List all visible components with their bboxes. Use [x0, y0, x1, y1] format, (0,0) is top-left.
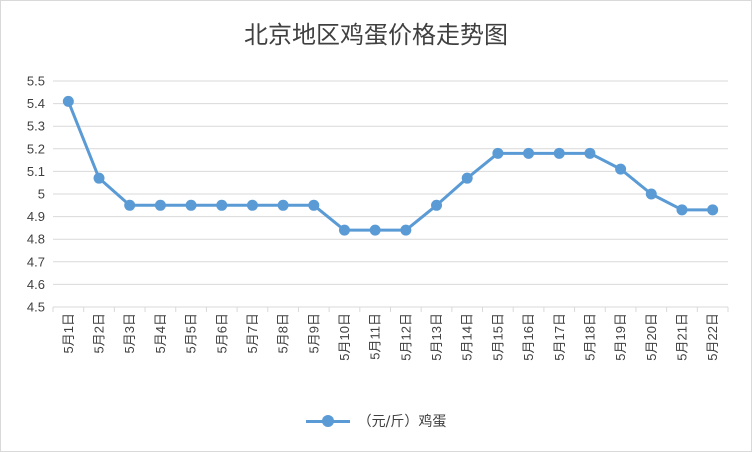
x-tick-label: 5月17日 [552, 313, 567, 361]
data-point [154, 199, 166, 211]
data-point [645, 188, 657, 200]
data-point [338, 224, 350, 236]
data-point [615, 163, 627, 175]
data-point [308, 199, 320, 211]
x-tick-label: 5月4日 [153, 313, 168, 353]
x-tick-label: 5月16日 [521, 313, 536, 361]
data-point [369, 224, 381, 236]
x-tick-label: 5月10日 [337, 313, 352, 361]
data-point [431, 199, 443, 211]
data-point [584, 147, 596, 159]
legend-series-label: （元/斤）鸡蛋 [357, 414, 447, 430]
x-tick-label: 5月12日 [398, 313, 413, 361]
x-tick-label: 5月14日 [460, 313, 475, 361]
x-tick-label: 5月6日 [214, 313, 229, 353]
x-tick-label: 5月15日 [490, 313, 505, 361]
y-tick-label: 5.2 [27, 141, 45, 156]
data-point [400, 224, 412, 236]
x-tick-label: 5月2日 [92, 313, 107, 353]
data-point [707, 204, 719, 216]
y-tick-label: 4.8 [27, 232, 45, 247]
x-tick-label: 5月19日 [613, 313, 628, 361]
legend-series-marker [305, 415, 350, 427]
data-point [676, 204, 688, 216]
series-line [66, 99, 715, 232]
x-tick-label: 5月1日 [61, 313, 76, 353]
data-point [62, 95, 74, 107]
data-point [124, 199, 136, 211]
y-tick-label: 4.6 [27, 277, 45, 292]
data-point [523, 147, 535, 159]
data-point [216, 199, 228, 211]
chart-title: 北京地区鸡蛋价格走势图 [244, 21, 508, 49]
y-tick-label: 4.7 [27, 254, 45, 269]
x-tick-label: 5月5日 [184, 313, 199, 353]
line-chart: 4.5 4.6 4.7 4.8 4.9 5 5.1 5.2 5.3 5.4 5.5 5月1日 5月2日 5… [27, 74, 729, 361]
x-tick-label: 5月13日 [429, 313, 444, 361]
y-tick-label: 5.1 [27, 164, 45, 179]
data-point [461, 172, 473, 184]
y-tick-label: 5 [38, 187, 45, 202]
y-tick-label: 5.3 [27, 119, 45, 134]
data-point [492, 147, 504, 159]
data-point [277, 199, 289, 211]
x-tick-label: 5月3日 [122, 313, 137, 353]
data-point [246, 199, 258, 211]
x-tick-label: 5月11日 [368, 313, 383, 360]
legend: （元/斤）鸡蛋 [1, 411, 751, 431]
legend-dot-icon [321, 415, 334, 427]
y-tick-label: 4.5 [27, 300, 45, 315]
data-point [93, 172, 105, 184]
y-tick-label: 5.5 [27, 74, 45, 89]
x-tick-label: 5月21日 [674, 313, 689, 361]
data-point [185, 199, 197, 211]
x-tick-label: 5月7日 [245, 313, 260, 353]
x-tick-label: 5月22日 [705, 313, 720, 361]
x-tick-label: 5月20日 [644, 313, 659, 361]
y-tick-label: 5.4 [27, 96, 45, 111]
x-tick-label: 5月9日 [306, 313, 321, 353]
y-tick-label: 4.9 [27, 209, 45, 224]
x-tick-label: 5月18日 [582, 313, 597, 361]
data-point [553, 147, 565, 159]
x-tick-label: 5月8日 [276, 313, 291, 353]
